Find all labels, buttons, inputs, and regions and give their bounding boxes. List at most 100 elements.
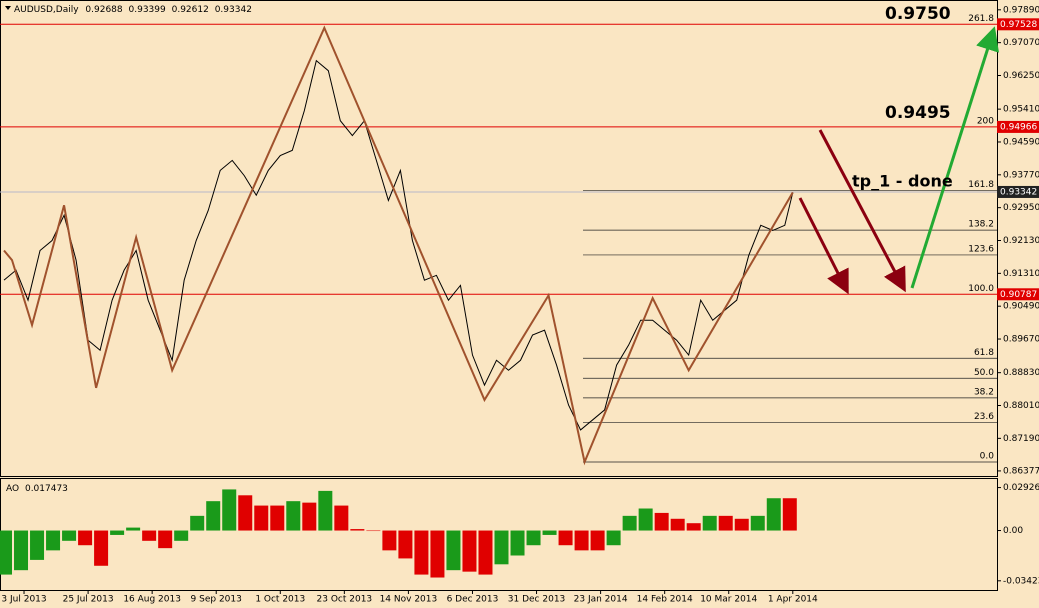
arrow	[910, 26, 1000, 289]
ao-bar	[590, 530, 605, 551]
x-tick-label: 14 Nov 2013	[380, 595, 438, 605]
ao-bar	[414, 530, 429, 575]
y-tick-label: 0.90490	[1003, 302, 1039, 312]
price-tag	[997, 120, 1039, 133]
fib-label: 161.8	[968, 180, 994, 190]
ao-bar	[430, 530, 445, 578]
y-tick-label: 0.88830	[1003, 368, 1039, 378]
ao-bar	[142, 530, 157, 541]
y-tick-label: 0.86377	[1003, 466, 1039, 476]
price-tag-label: 0.97528	[1000, 20, 1037, 30]
price-tag-label: 0.90787	[1000, 290, 1037, 300]
level-label: 261.8	[968, 14, 994, 24]
fib-label: 61.8	[974, 348, 994, 358]
ao-bar	[94, 530, 109, 566]
ao-bar	[542, 530, 557, 535]
ao-bar	[174, 530, 189, 541]
ao-bar	[158, 530, 173, 549]
y-tick-label: 0.93770	[1003, 170, 1039, 180]
ao-bar	[110, 530, 125, 535]
x-tick-label: 23 Oct 2013	[317, 595, 373, 605]
fib-label: 138.2	[968, 220, 994, 230]
symbol: AUDUSD,Daily	[14, 5, 79, 15]
ao-bar	[334, 505, 349, 531]
ao-bar	[222, 489, 237, 531]
annotation: 0.9495	[885, 103, 951, 123]
x-tick-label: 1 Apr 2014	[768, 595, 818, 605]
ao-bar	[238, 495, 253, 531]
y-tick-label: 0.89670	[1003, 335, 1039, 345]
x-tick-label: 6 Dec 2013	[447, 595, 499, 605]
ao-bar	[574, 530, 589, 551]
arrow	[818, 129, 906, 293]
price-line	[3, 59, 794, 431]
ao-bar	[206, 501, 221, 531]
ao-bar	[782, 498, 797, 531]
price-tag-label: 0.93342	[1000, 187, 1037, 197]
ao-bar	[318, 490, 333, 531]
ao-bar	[350, 529, 365, 531]
ao-bar	[382, 530, 397, 551]
x-tick-label: 1 Oct 2013	[255, 595, 305, 605]
high: 0.93399	[129, 5, 166, 15]
ao-label: AO	[6, 484, 19, 494]
y-tick-label: 0.00	[1003, 526, 1023, 536]
ao-bar	[750, 515, 765, 531]
x-tick-label: 23 Jan 2014	[574, 595, 628, 605]
menu-arrow[interactable]	[5, 6, 11, 10]
y-tick-label: 0.97890	[1003, 5, 1039, 15]
y-tick-label: 0.92130	[1003, 236, 1039, 246]
x-tick-label: 14 Feb 2014	[637, 595, 693, 605]
ao-bar	[702, 515, 717, 531]
ao-bar	[606, 530, 621, 546]
price-tag-label: 0.94966	[1000, 122, 1037, 132]
annotation: tp_1 - done	[852, 172, 953, 191]
ao-bar	[46, 530, 61, 551]
x-tick-label: 25 Jul 2013	[63, 595, 114, 605]
ao-bar	[14, 530, 29, 571]
ao-bar	[638, 508, 653, 531]
ao-bar	[0, 530, 13, 575]
low: 0.92612	[172, 5, 209, 15]
ao-bar	[286, 501, 301, 531]
ao-value: 0.017473	[25, 484, 68, 494]
y-tick-label: 0.88010	[1003, 401, 1039, 411]
close: 0.93342	[215, 5, 252, 15]
fib-label: 38.2	[974, 387, 994, 397]
ao-header: AO 0.017473	[6, 484, 68, 494]
ao-bar	[302, 502, 317, 531]
ao-bar	[62, 530, 77, 541]
fib-label: 23.6	[974, 412, 994, 422]
symbol-header: AUDUSD,Daily 0.92688 0.93399 0.92612 0.9…	[14, 5, 252, 15]
ao-bar	[478, 530, 493, 575]
open: 0.92688	[85, 5, 122, 15]
ao-bar	[398, 530, 413, 559]
arrow	[798, 197, 849, 295]
y-tick-label: -0.034239	[1003, 576, 1039, 586]
x-tick-label: 31 Dec 2013	[508, 595, 566, 605]
y-tick-label: 0.87190	[1003, 434, 1039, 444]
ao-bar	[510, 530, 525, 556]
y-tick-label: 0.96250	[1003, 71, 1039, 81]
ao-bar	[622, 515, 637, 531]
ao-bar	[30, 530, 45, 560]
ao-bar	[718, 515, 733, 531]
x-tick-label: 9 Sep 2013	[191, 595, 242, 605]
level-label: 100.0	[968, 284, 994, 294]
fib-label: 123.6	[968, 244, 994, 254]
ao-bar	[734, 518, 749, 531]
ao-bar	[558, 530, 573, 546]
ao-bar	[366, 530, 381, 532]
fib-label: 50.0	[974, 368, 994, 378]
ao-bar	[526, 530, 541, 546]
annotation: 0.9750	[885, 4, 951, 24]
y-tick-label: 0.94590	[1003, 137, 1039, 147]
ao-bar	[766, 498, 781, 531]
fib-label: 0.0	[980, 451, 995, 461]
level-label: 200	[977, 116, 994, 126]
y-tick-label: 0.97070	[1003, 38, 1039, 48]
zigzag	[3, 25, 794, 466]
price-tag	[997, 288, 1039, 301]
ao-bar	[494, 530, 509, 565]
